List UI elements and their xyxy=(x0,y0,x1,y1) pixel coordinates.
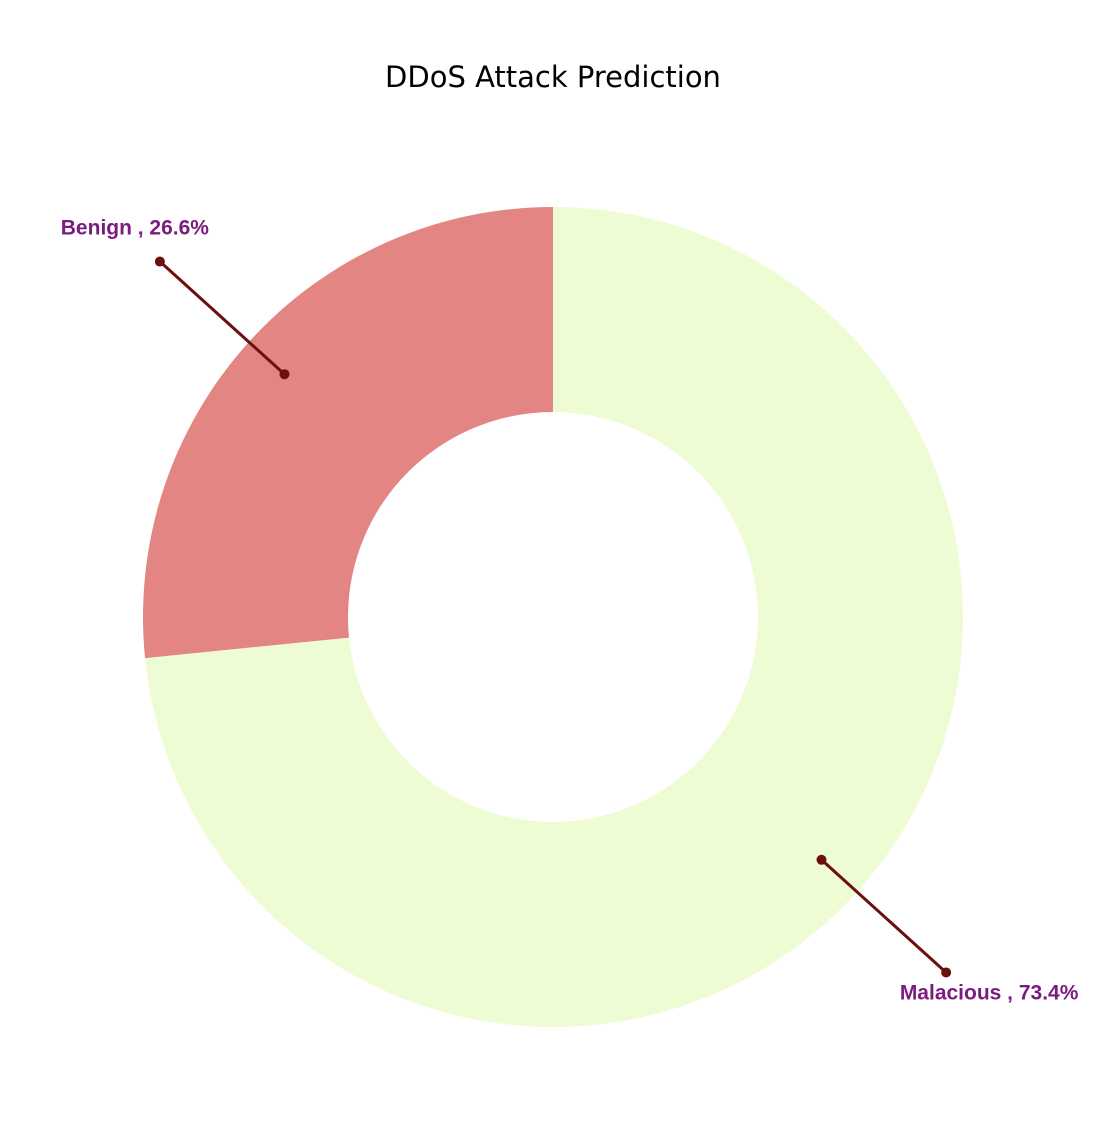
leader-line-benign xyxy=(158,260,286,376)
slice-label-benign: Benign , 26.6% xyxy=(61,217,210,240)
chart-title: DDoS Attack Prediction xyxy=(385,60,721,94)
slice-label-malacious: Malacious , 73.4% xyxy=(900,981,1079,1004)
labels-layer: Malacious , 73.4% Benign , 26.6% xyxy=(61,217,1079,1005)
leader-dot-end-benign xyxy=(154,256,165,267)
leader-line-malacious xyxy=(820,858,948,974)
leader-lines-layer xyxy=(154,256,952,978)
leader-dot-end-malacious xyxy=(941,967,952,978)
slices-layer xyxy=(142,207,964,1028)
leader-dot-start-malacious xyxy=(816,854,827,865)
slice-benign xyxy=(142,207,553,659)
slice-malacious xyxy=(145,207,964,1028)
leader-dot-start-benign xyxy=(279,369,290,380)
